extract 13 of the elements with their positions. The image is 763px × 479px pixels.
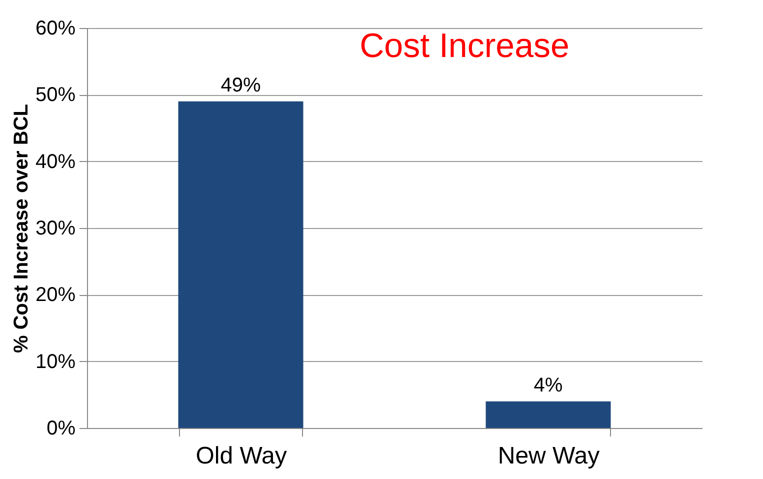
y-tick-label: 0% [46,418,76,440]
y-tick-label: 40% [35,150,76,173]
y-axis-title: % Cost Increase over BCL [10,104,32,353]
y-tick-label: 20% [35,284,76,306]
y-tick-label: 50% [35,84,76,106]
x-tick-label: New Way [498,442,600,470]
y-tick-label: 10% [35,350,76,373]
chart-title: Cost Increase [360,27,570,65]
x-tick-label: Old Way [196,442,287,470]
y-tick-label: 60% [35,18,76,40]
data-label: 49% [220,74,261,96]
data-label: 4% [534,374,563,396]
y-tick-label: 30% [35,218,76,240]
